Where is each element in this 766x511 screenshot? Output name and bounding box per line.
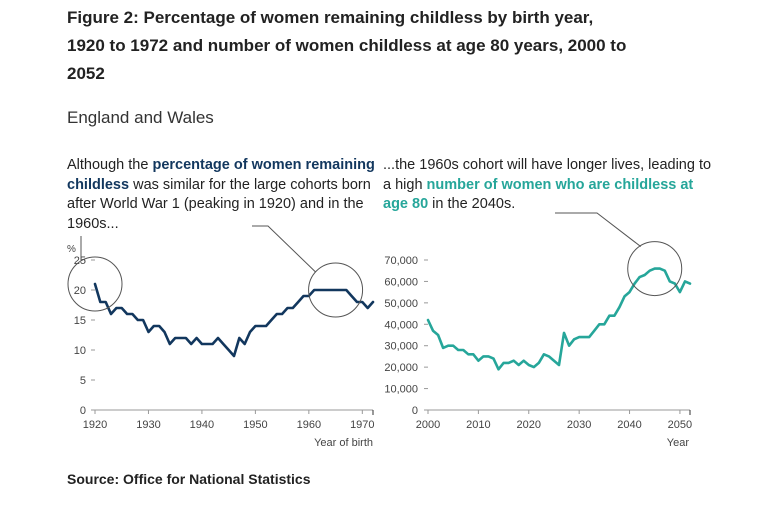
y-tick-label: 0 (80, 405, 86, 417)
chart-subtitle: England and Wales (67, 108, 214, 127)
highlight-circle-1960s (308, 262, 364, 318)
y-tick-label: 10 (74, 345, 86, 357)
source-note: Source: Office for National Statistics (67, 471, 311, 487)
x-tick-label: 2040 (617, 419, 641, 431)
series-line-1-0 (426, 267, 692, 371)
series-line-0-0 (93, 282, 375, 358)
y-axis-label: % (67, 244, 76, 255)
x-tick-label: 1930 (136, 419, 160, 431)
y-tick-label: 70,000 (384, 255, 418, 267)
x-tick-label: 1920 (83, 419, 107, 431)
y-tick-label: 30,000 (384, 341, 418, 353)
x-tick-label: 2020 (517, 419, 541, 431)
y-tick-label: 15 (74, 315, 86, 327)
y-tick-label: 5 (80, 375, 86, 387)
leader-line-1960s (252, 225, 316, 273)
annotation-left-before: Although the (67, 157, 153, 173)
highlight-circle-1920 (67, 256, 123, 312)
annotation-left-after: was similar for the large cohorts born a… (67, 176, 371, 232)
annotation-left-highlight: percentage of women remaining childless (67, 157, 375, 193)
x-axis-label: Year (667, 437, 690, 449)
y-tick-label: 20 (74, 285, 86, 297)
right-chart: 0 10,000 20,000 30,000 40,000 50,000 60,000 70,… (384, 255, 692, 449)
leader-line-2040s (555, 212, 642, 247)
x-tick-label: 1940 (190, 419, 214, 431)
y-tick-label: 20,000 (384, 362, 418, 374)
y-tick-label: 10,000 (384, 384, 418, 396)
x-tick-label: 1960 (297, 419, 321, 431)
annotation-right-highlight: number of women who are childless at age… (383, 176, 694, 213)
chart-title: Figure 2: Percentage of women remaining … (67, 8, 627, 83)
y-tick-label: 50,000 (384, 298, 418, 310)
y-tick-label: 60,000 (384, 276, 418, 288)
x-tick-label: 2030 (567, 419, 591, 431)
annotation-right-after: in the 2040s. (428, 196, 516, 212)
annotation-left: Although the percentage of women remaini… (67, 156, 385, 234)
x-tick-label: 1950 (243, 419, 267, 431)
annotation-right-before: ...the 1960s cohort will have longer liv… (383, 157, 712, 193)
x-axis-label: Year of birth (314, 437, 373, 449)
x-tick-label: 2050 (668, 419, 692, 431)
x-tick-label: 2000 (416, 419, 440, 431)
x-tick-label: 2010 (466, 419, 490, 431)
x-tick-label: 1970 (350, 419, 374, 431)
y-tick-label: 0 (412, 405, 418, 417)
y-tick-label: 40,000 (384, 319, 418, 331)
highlight-circle-2040s (627, 241, 683, 297)
callouts (67, 212, 683, 318)
annotation-right: ...the 1960s cohort will have longer liv… (383, 156, 713, 215)
